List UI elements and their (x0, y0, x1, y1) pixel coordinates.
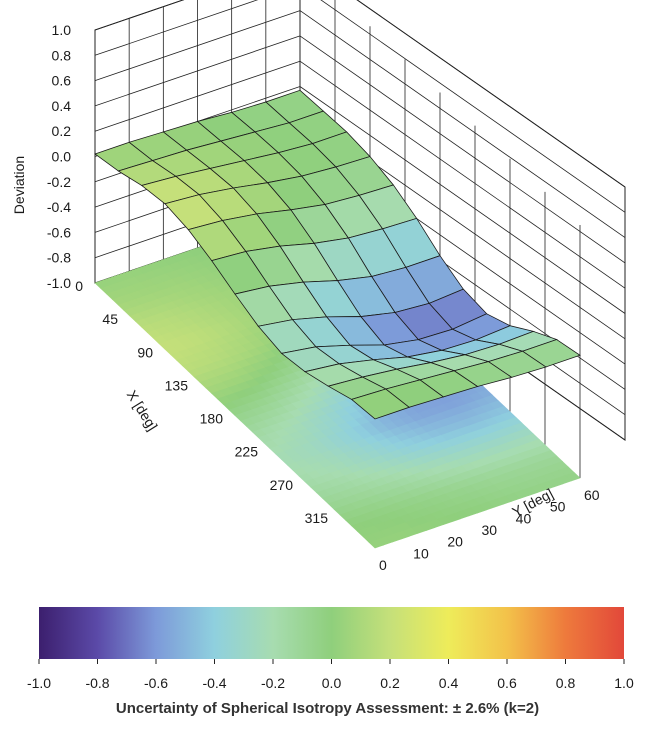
colorbar-tick-label: 0.4 (439, 675, 459, 691)
colorbar-gradient (39, 607, 624, 659)
colorbar-tick-label: -1.0 (27, 675, 51, 691)
x-tick-label: 45 (102, 311, 118, 327)
x-tick-label: 180 (200, 411, 224, 427)
y-tick-label: 0 (379, 557, 387, 573)
y-tick-label: 60 (584, 487, 600, 503)
z-tick-label: 0.6 (52, 73, 72, 89)
x-tick-label: 0 (75, 278, 83, 294)
z-tick-label: -0.6 (47, 224, 71, 240)
y-tick-label: 50 (550, 499, 566, 515)
colorbar-tick-label: 1.0 (614, 675, 634, 691)
floor-cell (565, 472, 581, 482)
z-tick-label: -1.0 (47, 275, 71, 291)
right-wall-gridline (320, 0, 626, 213)
z-tick-label: -0.8 (47, 250, 71, 266)
z-tick-label: -0.2 (47, 174, 71, 190)
x-tick-label: 90 (137, 344, 153, 360)
z-tick-label: 0.8 (52, 47, 72, 63)
right-wall-gridline (299, 60, 626, 289)
x-tick-label: 315 (305, 510, 329, 526)
colorbar-tick-label: 0.0 (322, 675, 342, 691)
y-tick-label: 40 (516, 510, 532, 526)
colorbar-tick-label: 0.2 (380, 675, 400, 691)
right-wall-gridline (356, 0, 626, 188)
y-tick-label: 30 (482, 522, 498, 538)
x-tick-label: 135 (165, 377, 189, 393)
uncertainty-caption: Uncertainty of Spherical Isotropy Assess… (115, 700, 540, 717)
x-tick-label: 270 (270, 477, 294, 493)
surface-cell (350, 388, 410, 420)
colorbar-tick-label: 0.6 (497, 675, 517, 691)
z-axis-label: Deviation (11, 156, 27, 214)
colorbar-tick-label: 0.8 (556, 675, 576, 691)
colorbar-tick-label: -0.2 (261, 675, 285, 691)
colorbar: -1.0 -0.8 -0.6 -0.4 -0.2 0.0 0.2 0.4 0.6 0.8 1.0 (27, 607, 634, 691)
right-wall-gridline (299, 10, 626, 238)
y-tick-label: 20 (447, 534, 463, 550)
colorbar-tick-label: -0.4 (202, 675, 226, 691)
right-wall-gridline (299, 86, 626, 314)
colorbar-tick-label: -0.8 (85, 675, 109, 691)
axis-ticks: 1.00.80.60.40.20.0-0.2-0.4-0.6-0.8-1.0 04… (47, 22, 600, 573)
z-tick-label: 0.4 (52, 98, 72, 114)
colorbar-ticks: -1.0 -0.8 -0.6 -0.4 -0.2 0.0 0.2 0.4 0.6 0.8 1.0 (27, 659, 634, 691)
z-tick-label: 0.2 (52, 123, 72, 139)
x-tick-label: 225 (235, 444, 259, 460)
z-tick-label: 0.0 (52, 149, 72, 165)
colorbar-tick-label: -0.6 (144, 675, 168, 691)
x-axis-label: X [deg] (124, 387, 161, 433)
z-tick-label: -0.4 (47, 199, 71, 215)
y-tick-label: 10 (413, 545, 429, 561)
z-tick-label: 1.0 (52, 22, 72, 38)
right-wall-gridline (299, 35, 626, 264)
deviation-surface (94, 89, 581, 420)
